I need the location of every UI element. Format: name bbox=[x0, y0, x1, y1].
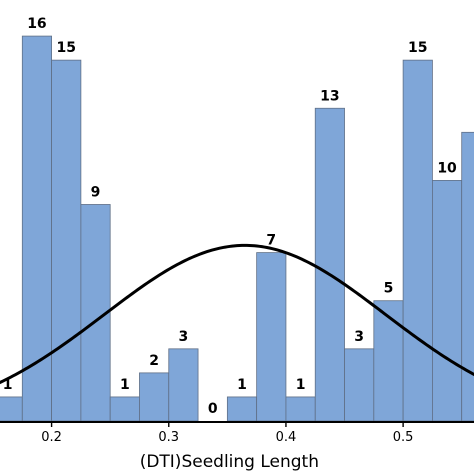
histogram-bar bbox=[0, 396, 23, 422]
histogram-bar bbox=[226, 396, 258, 422]
bars-layer bbox=[0, 35, 474, 422]
histogram-bar bbox=[402, 59, 433, 422]
bar-data-label: 5 bbox=[384, 281, 394, 297]
bar-data-label: 13 bbox=[320, 88, 339, 104]
x-tick-label: 0.2 bbox=[41, 430, 62, 445]
x-ticks-layer: 0.2 0.3 0.4 0.5 bbox=[41, 422, 413, 445]
bar-data-label: 15 bbox=[408, 40, 427, 56]
x-tick-label: 0.3 bbox=[158, 430, 179, 445]
bar-data-label: 1 bbox=[3, 377, 13, 393]
x-tick-label: 0.4 bbox=[276, 430, 297, 445]
histogram-bar bbox=[285, 396, 316, 422]
bar-data-label: 16 bbox=[27, 16, 46, 32]
normal-fit-curve bbox=[0, 243, 474, 385]
bar-data-label: 0 bbox=[208, 401, 218, 417]
bar-data-label: 1 bbox=[237, 377, 247, 393]
x-tick-label: 0.5 bbox=[393, 430, 414, 445]
histogram-bar bbox=[461, 131, 474, 422]
bar-data-label: 10 bbox=[437, 160, 457, 176]
bar-labels-layer: 1 16 15 9 1 2 3 0 1 7 1 13 3 5 15 10 bbox=[3, 16, 457, 417]
bar-data-label: 3 bbox=[354, 329, 364, 345]
histogram-bar bbox=[432, 180, 463, 422]
histogram-bar bbox=[256, 252, 287, 422]
bar-data-label: 7 bbox=[266, 233, 276, 249]
histogram-bar bbox=[51, 59, 82, 422]
bar-data-label: 2 bbox=[149, 353, 159, 369]
bar-data-label: 15 bbox=[56, 40, 75, 56]
bar-data-label: 3 bbox=[179, 329, 189, 345]
histogram-bar bbox=[109, 396, 140, 422]
histogram-bar bbox=[139, 372, 170, 422]
bar-data-label: 1 bbox=[296, 377, 306, 393]
x-axis-title: (DTI)Seedling Length bbox=[140, 452, 319, 472]
histogram-bar bbox=[373, 300, 404, 422]
histogram-bar bbox=[314, 107, 345, 422]
bar-data-label: 1 bbox=[120, 377, 130, 393]
bar-data-label: 9 bbox=[91, 184, 101, 200]
histogram-bar bbox=[168, 348, 199, 422]
histogram-bar bbox=[344, 348, 375, 422]
